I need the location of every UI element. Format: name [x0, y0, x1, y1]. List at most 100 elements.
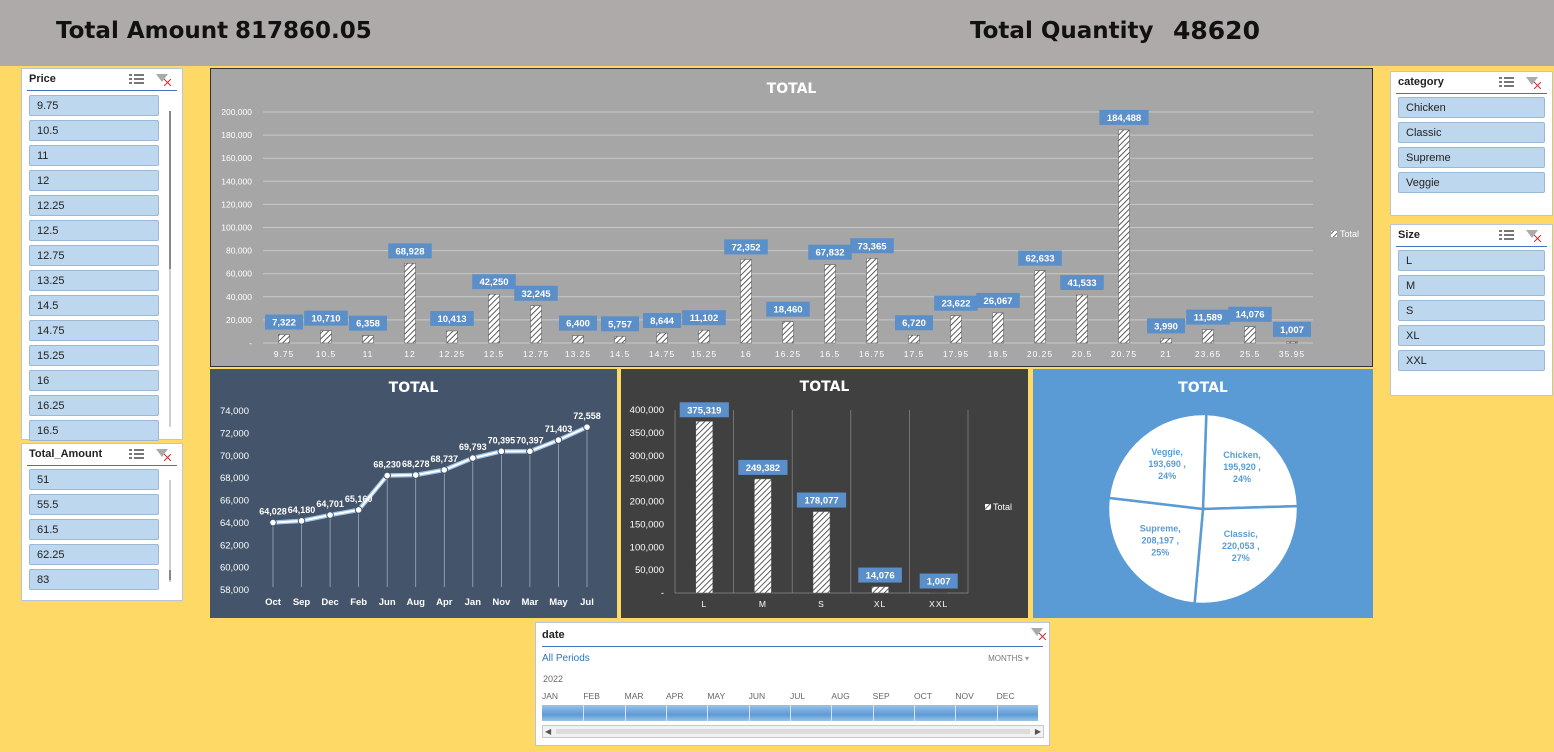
data-label: 65,160 — [345, 494, 373, 504]
slice-percent: 24% — [1158, 471, 1176, 481]
timeline-selection-bar[interactable] — [542, 705, 1038, 721]
slicer-item-price[interactable]: 14.75 — [29, 320, 159, 341]
y-tick-label: 100,000 — [630, 542, 664, 553]
timeline-month-label: DEC — [996, 691, 1015, 701]
x-tick-label: Sep — [293, 597, 311, 608]
slicer-item-price[interactable]: 16 — [29, 370, 159, 391]
slicer-item-price[interactable]: 16.25 — [29, 395, 159, 416]
category-pie-chart: TOTAL Chicken, 195,920 , 24% Classic, 220,05… — [1033, 369, 1373, 618]
slice-percent: 27% — [1232, 553, 1250, 563]
price-chart-svg: - 20,000 40,000 60,000 80,000 100,000 120,000 1… — [221, 107, 1359, 359]
scrollbar-thumb[interactable] — [169, 570, 171, 580]
y-tick-label: 74,000 — [220, 406, 249, 417]
x-tick-label: Feb — [350, 597, 367, 608]
legend-label: Total — [993, 502, 1012, 512]
y-tick-label: 68,000 — [220, 473, 249, 484]
slicer-item-price[interactable]: 9.75 — [29, 95, 159, 116]
data-label: 23,622 — [941, 299, 970, 310]
data-label-group: 6,400 — [559, 315, 597, 331]
timeline-scrollbar[interactable]: ◀ ▶ — [542, 725, 1044, 738]
y-tick-label: 80,000 — [226, 246, 252, 256]
slicer-item-price[interactable]: 16.5 — [29, 420, 159, 441]
slicer-item-category[interactable]: Classic — [1398, 122, 1545, 143]
slicer-item-total-amount[interactable]: 51 — [29, 469, 159, 490]
clear-filter-icon[interactable] — [1525, 76, 1541, 90]
timeline-month-label: NOV — [955, 691, 974, 701]
timeline-month-label: SEP — [872, 691, 890, 701]
timeline-divider — [955, 705, 957, 721]
timeline-divider — [748, 705, 750, 721]
x-tick-label: 12.5 — [484, 349, 505, 359]
y-tick-label: 72,000 — [220, 428, 249, 439]
scrollbar[interactable] — [169, 111, 171, 427]
slicer-item-price[interactable]: 15.25 — [29, 345, 159, 366]
month-chart-svg: 58,000 60,000 62,000 64,000 66,000 68,000 70,0… — [220, 406, 601, 608]
scrollbar-thumb[interactable] — [169, 111, 171, 269]
bar — [1034, 270, 1046, 344]
chart-title: TOTAL — [388, 380, 439, 396]
slicer-item-size[interactable]: S — [1398, 300, 1545, 321]
slicer-item-size[interactable]: M — [1398, 275, 1545, 296]
slicer-item-size[interactable]: XXL — [1398, 350, 1545, 371]
data-label-group: 1,007 — [919, 573, 958, 589]
clear-filter-icon[interactable] — [1525, 229, 1541, 243]
slicer-item-category[interactable]: Veggie — [1398, 172, 1545, 193]
clear-filter-icon[interactable] — [155, 448, 171, 462]
slicer-item-price[interactable]: 12.5 — [29, 220, 159, 241]
slicer-item-price[interactable]: 11 — [29, 145, 159, 166]
scroll-right-icon[interactable]: ▶ — [1034, 727, 1041, 736]
scrollbar[interactable] — [169, 480, 171, 582]
data-label-group: 375,319 — [679, 402, 729, 418]
bar — [866, 258, 878, 344]
data-label: 68,928 — [395, 246, 424, 257]
x-tick-label: 16 — [740, 349, 751, 359]
slicer-item-total-amount[interactable]: 83 — [29, 569, 159, 590]
slicer-item-price[interactable]: 12.75 — [29, 245, 159, 266]
slicer-item-total-amount[interactable]: 61.5 — [29, 519, 159, 540]
data-point — [440, 466, 449, 474]
data-label-box — [1228, 306, 1272, 322]
timeline-level-selector[interactable]: MONTHS ▾ — [988, 654, 1029, 663]
x-tick-label: 21 — [1160, 349, 1171, 359]
slicer-item-size[interactable]: L — [1398, 250, 1545, 271]
multi-select-icon[interactable] — [1499, 229, 1514, 242]
multi-select-icon[interactable] — [1499, 76, 1514, 89]
scroll-left-icon[interactable]: ◀ — [545, 727, 552, 736]
data-label: 8,644 — [650, 316, 674, 327]
size-bar-chart: TOTAL - 50,000 100,000 150,000 200,000 250,00… — [621, 369, 1028, 618]
bar — [530, 305, 542, 344]
multi-select-icon[interactable] — [129, 73, 144, 86]
data-label: 11,589 — [1194, 313, 1223, 324]
slicer-header: Total_Amount — [27, 444, 177, 466]
slicer-item-price[interactable]: 13.25 — [29, 270, 159, 291]
data-label: 42,250 — [479, 277, 508, 288]
slicer-item-price[interactable]: 10.5 — [29, 120, 159, 141]
data-label: 68,737 — [431, 454, 459, 464]
chart-title: TOTAL — [799, 379, 850, 395]
data-label-box — [304, 310, 348, 326]
timeline-divider — [790, 705, 791, 721]
scrollbar-thumb[interactable] — [556, 729, 1030, 734]
bar — [695, 421, 714, 594]
clear-filter-icon[interactable] — [155, 73, 171, 87]
bar — [908, 334, 920, 344]
x-tick-label: XXL — [929, 599, 948, 609]
x-tick-label: Dec — [321, 597, 338, 608]
slicer-item-total-amount[interactable]: 55.5 — [29, 494, 159, 515]
slicer-item-size[interactable]: XL — [1398, 325, 1545, 346]
data-label-box — [738, 459, 788, 475]
slicer-item-category[interactable]: Supreme — [1398, 147, 1545, 168]
data-label: 70,397 — [516, 435, 544, 445]
timeline-divider — [583, 705, 585, 721]
slicer-item-category[interactable]: Chicken — [1398, 97, 1545, 118]
slicer-item-price[interactable]: 12.25 — [29, 195, 159, 216]
data-label-box — [514, 285, 558, 301]
slicer-item-price[interactable]: 14.5 — [29, 295, 159, 316]
data-label-box — [1060, 275, 1104, 291]
slicer-item-total-amount[interactable]: 62.25 — [29, 544, 159, 565]
clear-filter-icon[interactable] — [1030, 627, 1046, 641]
x-tick-label: 12 — [404, 349, 415, 359]
data-label-group: 11,102 — [682, 310, 726, 326]
multi-select-icon[interactable] — [129, 448, 144, 461]
slicer-item-price[interactable]: 12 — [29, 170, 159, 191]
